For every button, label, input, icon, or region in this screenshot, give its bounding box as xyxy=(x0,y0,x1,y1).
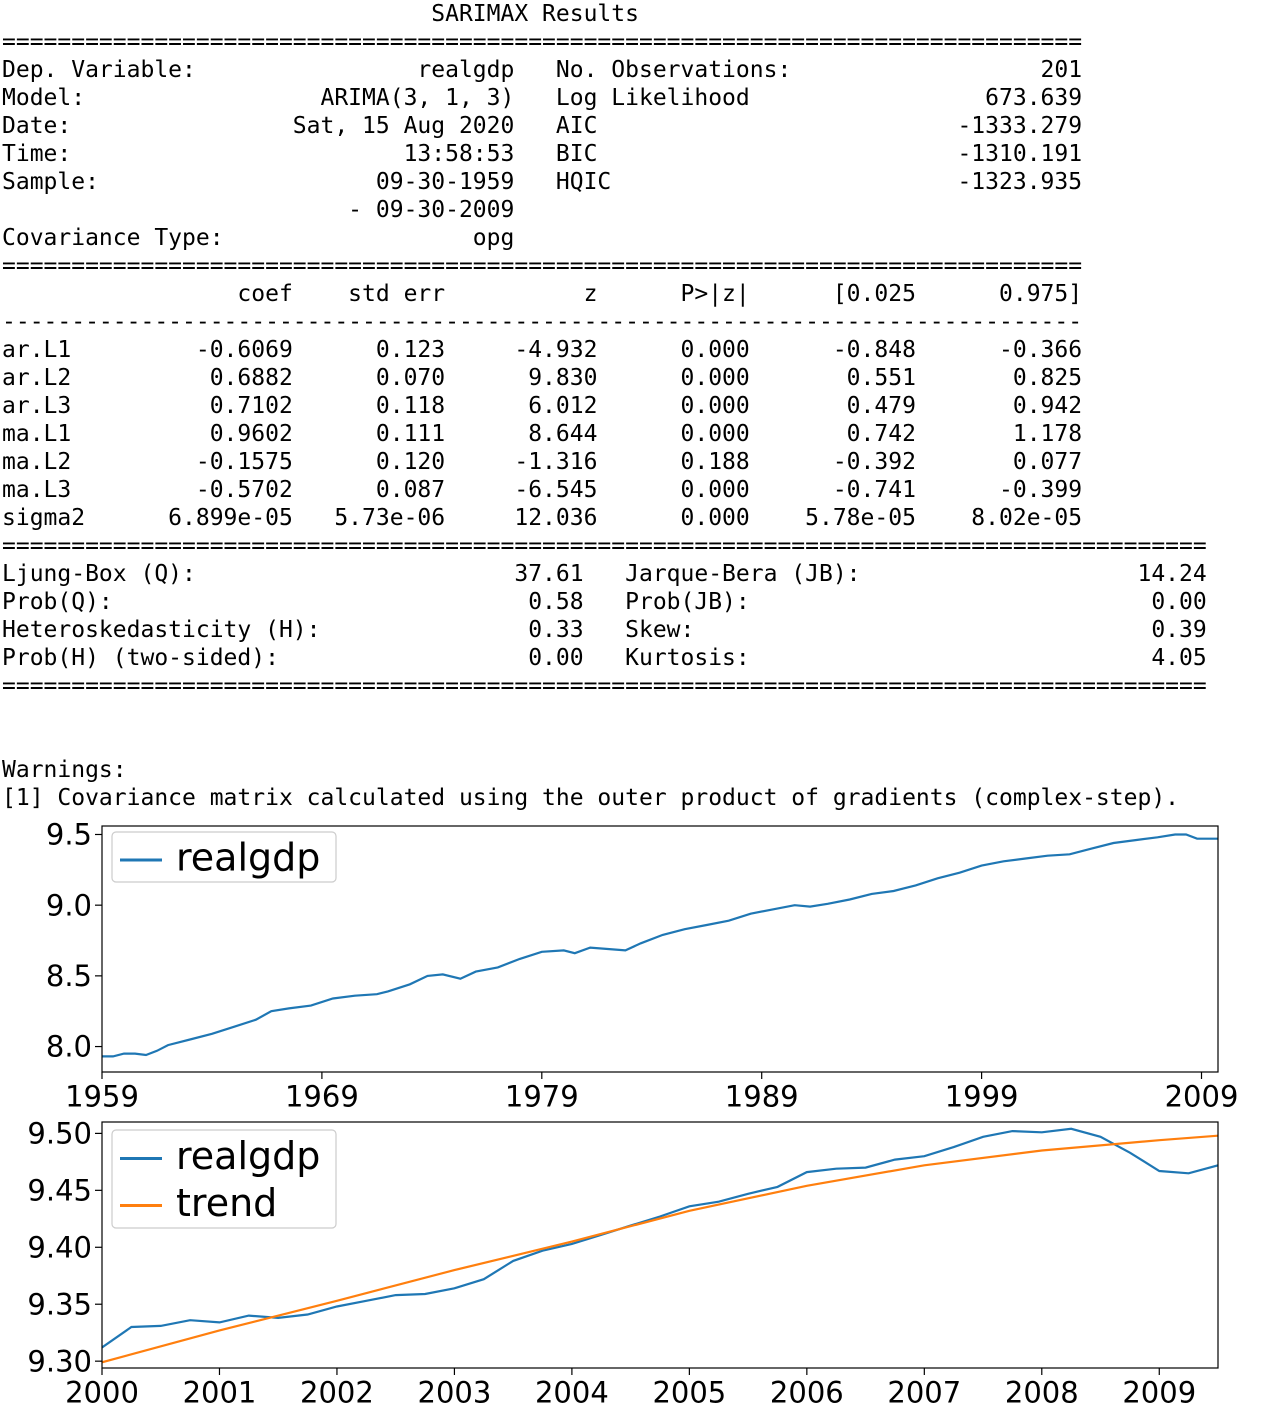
y-tick-label: 9.35 xyxy=(27,1287,92,1321)
legend-box xyxy=(111,1129,337,1229)
x-tick-label: 1999 xyxy=(945,1080,1019,1114)
diagnostics-row: Prob(Q): 0.58 Prob(JB): 0.00 xyxy=(2,589,1207,615)
y-tick-label: 9.0 xyxy=(46,888,92,922)
coef-table-row: ma.L2 -0.1575 0.120 -1.316 0.188 -0.392 … xyxy=(2,449,1083,475)
separator-line: ========================================… xyxy=(2,253,1083,279)
x-tick-label: 1989 xyxy=(725,1080,799,1114)
coef-table-row: ar.L1 -0.6069 0.123 -4.932 0.000 -0.848 … xyxy=(2,337,1083,363)
diagnostics-row: Heteroskedasticity (H): 0.33 Skew: 0.39 xyxy=(2,617,1207,643)
x-tick-label: 2004 xyxy=(535,1376,609,1410)
summary-title: SARIMAX Results xyxy=(2,1,639,27)
series-line-trend xyxy=(102,1134,1218,1364)
header-row: Date: Sat, 15 Aug 2020 AIC -1333.279 xyxy=(2,113,1083,139)
y-tick-label: 9.40 xyxy=(27,1230,92,1264)
x-tick-label: 2001 xyxy=(183,1376,257,1410)
realgdp-trend-chart-svg: 9.30 9.35 9.40 9.45 9.50 2000 2001 2002 2003 2004… xyxy=(27,1117,1219,1410)
warnings-title: Warnings: xyxy=(2,757,127,783)
realgdp-chart: 8.0 8.5 9.0 9.5 1959 1969 1979 1989 1999 2009 real… xyxy=(0,810,1262,1125)
warning-item: [1] Covariance matrix calculated using t… xyxy=(2,785,1180,811)
diagnostics-row: Prob(H) (two-sided): 0.00 Kurtosis: 4.05 xyxy=(2,645,1207,671)
x-tick-label: 2003 xyxy=(418,1376,492,1410)
realgdp-chart-svg: 8.0 8.5 9.0 9.5 1959 1969 1979 1989 1999 2009 real… xyxy=(46,818,1239,1114)
realgdp-trend-chart: 9.30 9.35 9.40 9.45 9.50 2000 2001 2002 2003 2004… xyxy=(0,1110,1262,1421)
x-tick-label: 2009 xyxy=(1122,1376,1196,1410)
coef-table-row: ar.L3 0.7102 0.118 6.012 0.000 0.479 0.9… xyxy=(2,393,1083,419)
header-row: Model: ARIMA(3, 1, 3) Log Likelihood 673… xyxy=(2,85,1083,111)
y-tick-label: 9.50 xyxy=(27,1117,92,1151)
y-tick-label: 8.0 xyxy=(46,1030,92,1064)
x-tick-label: 1959 xyxy=(65,1080,139,1114)
header-row: Dep. Variable: realgdp No. Observations:… xyxy=(2,57,1083,83)
coef-table-row: ma.L3 -0.5702 0.087 -6.545 0.000 -0.741 … xyxy=(2,477,1083,503)
summary-header-block: SARIMAX Results ========================… xyxy=(2,0,1082,280)
x-tick-label: 2009 xyxy=(1165,1080,1239,1114)
header-row: Covariance Type: opg xyxy=(2,225,515,251)
x-tick-label: 2007 xyxy=(887,1376,961,1410)
series-line-realgdp xyxy=(102,833,1218,1058)
legend-label-realgdp: realgdp xyxy=(176,1134,320,1178)
series-line-realgdp xyxy=(102,1127,1218,1349)
x-tick-label: 2000 xyxy=(65,1376,139,1410)
x-tick-label: 1969 xyxy=(285,1080,359,1114)
y-tick-label: 9.30 xyxy=(27,1344,92,1378)
legend-label-trend: trend xyxy=(176,1181,277,1225)
x-tick-label: 2006 xyxy=(770,1376,844,1410)
separator-line: ========================================… xyxy=(2,29,1083,55)
coef-table-row: sigma2 6.899e-05 5.73e-06 12.036 0.000 5… xyxy=(2,505,1083,531)
y-tick-label: 9.5 xyxy=(46,818,92,852)
plot-frame xyxy=(101,825,1219,1073)
separator-line: ========================================… xyxy=(2,673,1207,699)
legend-box xyxy=(111,831,337,883)
plot-frame xyxy=(101,1121,1219,1369)
coef-table-row: ar.L2 0.6882 0.070 9.830 0.000 0.551 0.8… xyxy=(2,365,1083,391)
x-tick-label: 1979 xyxy=(505,1080,579,1114)
separator-line: ----------------------------------------… xyxy=(2,309,1083,335)
legend-label-realgdp: realgdp xyxy=(176,836,320,880)
y-tick-label: 9.45 xyxy=(27,1173,92,1207)
header-row: - 09-30-2009 xyxy=(2,197,515,223)
x-tick-label: 2002 xyxy=(300,1376,374,1410)
coef-table-row: ma.L1 0.9602 0.111 8.644 0.000 0.742 1.1… xyxy=(2,421,1083,447)
header-row: Time: 13:58:53 BIC -1310.191 xyxy=(2,141,1083,167)
diagnostics-table: ========================================… xyxy=(2,532,1207,700)
diagnostics-row: Ljung-Box (Q): 37.61 Jarque-Bera (JB): 1… xyxy=(2,561,1207,587)
header-row: Sample: 09-30-1959 HQIC -1323.935 xyxy=(2,169,1083,195)
legend: realgdp xyxy=(111,831,337,883)
separator-line: ========================================… xyxy=(2,533,1207,559)
warnings-block: Warnings: [1] Covariance matrix calculat… xyxy=(2,728,1179,812)
x-tick-label: 2008 xyxy=(1005,1376,1079,1410)
coef-table-header: coef std err z P>|z| [0.025 0.975] xyxy=(2,281,1083,307)
x-tick-label: 2005 xyxy=(652,1376,726,1410)
coefficient-table: coef std err z P>|z| [0.025 0.975] -----… xyxy=(2,280,1082,532)
y-tick-label: 8.5 xyxy=(46,959,92,993)
